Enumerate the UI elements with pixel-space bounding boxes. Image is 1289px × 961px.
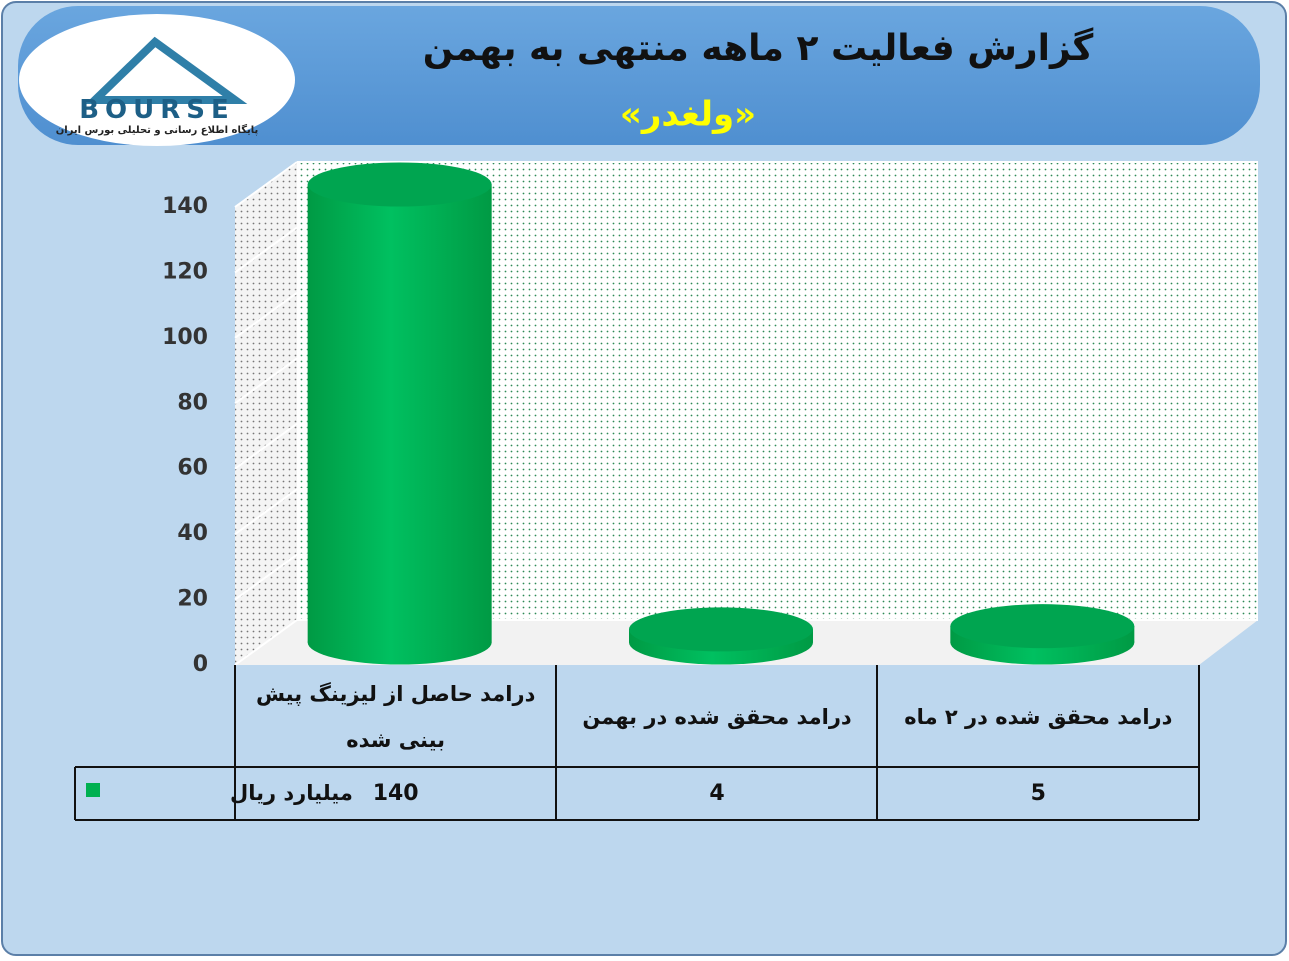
bar xyxy=(307,162,492,665)
y-tick-label: 120 xyxy=(162,259,208,284)
y-tick-label: 80 xyxy=(177,390,208,415)
legend-swatch xyxy=(86,783,100,797)
data-table xyxy=(74,665,1200,821)
bar xyxy=(950,604,1135,665)
y-tick-label: 0 xyxy=(193,652,208,677)
side-grid-line xyxy=(234,292,298,339)
legend-label: میلیارد ریال xyxy=(230,781,353,805)
x-tick-label: درامد حاصل از لیزینگ پیش بینی شده xyxy=(255,682,536,752)
bar-top xyxy=(950,604,1135,649)
chart-title: گزارش فعالیت ۲ ماهه منتهی به بهمن xyxy=(423,27,1094,69)
y-tick-label: 140 xyxy=(162,194,208,219)
y-tick-label: 40 xyxy=(177,521,208,546)
chart-subtitle: «ولغدر» xyxy=(620,95,756,135)
x-tick-label: درامد محقق شده در بهمن xyxy=(582,705,852,729)
bar-top xyxy=(307,162,492,207)
side-grid-line xyxy=(234,357,298,405)
bar-top xyxy=(629,607,813,652)
x-tick-label: درامد محقق شده در ۲ ماه xyxy=(904,705,1173,729)
side-wall xyxy=(235,162,297,665)
side-grid-line xyxy=(234,161,298,208)
bar xyxy=(629,607,813,665)
side-grid-line xyxy=(234,226,298,274)
y-tick-label: 60 xyxy=(177,456,208,481)
bar-body xyxy=(307,184,492,643)
side-grid-line xyxy=(234,422,298,470)
logo-text: BOURSE xyxy=(79,95,235,125)
side-grid-line xyxy=(234,553,298,601)
y-tick-label: 100 xyxy=(162,325,208,350)
logo-tagline: پایگاه اطلاع رسانی و تحلیلی بورس ایران xyxy=(56,123,259,136)
table-value: 5 xyxy=(1031,781,1046,806)
table-value: 140 xyxy=(373,781,419,806)
table-value: 4 xyxy=(709,781,724,806)
logo-bg xyxy=(19,14,295,146)
bar-bottom xyxy=(307,620,492,665)
y-tick-label: 20 xyxy=(177,587,208,612)
x-tick-label-box: درامد محقق شده در ۲ ماه xyxy=(904,705,1173,729)
x-tick-label-box: درامد محقق شده در بهمن xyxy=(582,705,852,729)
side-grid-line xyxy=(234,488,298,535)
header-band xyxy=(18,6,1260,145)
side-grid-line xyxy=(234,619,298,666)
logo-shape xyxy=(85,36,248,104)
x-tick-label-box: درامد حاصل از لیزینگ پیش بینی شده xyxy=(255,682,536,752)
